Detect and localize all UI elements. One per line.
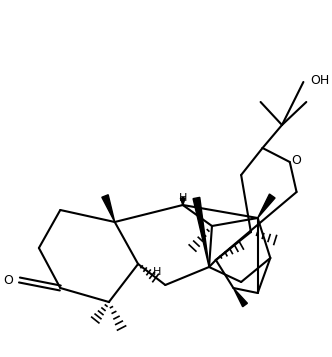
Polygon shape: [193, 197, 209, 267]
Text: O: O: [291, 154, 301, 166]
Text: H: H: [179, 193, 187, 203]
Text: H: H: [153, 267, 162, 277]
Text: O: O: [3, 273, 13, 287]
Text: OH: OH: [310, 74, 329, 86]
Polygon shape: [102, 195, 115, 222]
Polygon shape: [258, 194, 275, 218]
Polygon shape: [180, 198, 185, 205]
Polygon shape: [233, 288, 247, 307]
